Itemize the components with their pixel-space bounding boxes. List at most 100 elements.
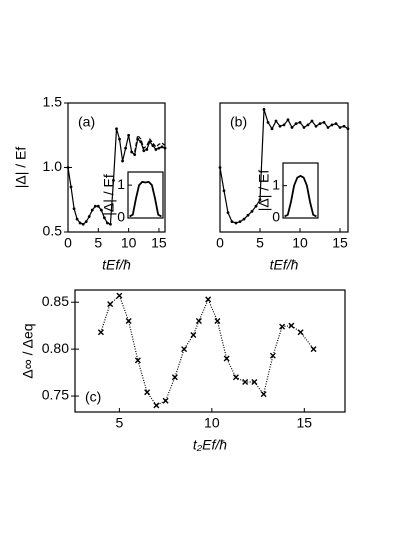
point-marker	[162, 397, 169, 404]
point-marker	[99, 208, 103, 212]
point-marker	[238, 220, 242, 224]
point-marker	[130, 150, 134, 154]
x-tick-label: 5	[94, 235, 102, 251]
plot-frame	[74, 289, 346, 413]
x-axis-label: tEf/ħ	[102, 257, 131, 273]
point-marker	[246, 213, 250, 217]
point-marker	[226, 211, 230, 215]
point-marker	[338, 126, 342, 129]
point-marker	[250, 209, 254, 213]
point-marker	[90, 208, 94, 212]
point-marker	[78, 221, 82, 225]
point-marker	[314, 124, 318, 128]
point-marker	[251, 378, 258, 385]
x-tick-label: 10	[292, 235, 308, 251]
point-marker	[163, 146, 167, 150]
point-marker	[326, 126, 330, 129]
y-tick-label: 0.80	[42, 340, 69, 356]
y-axis-label: Δ∞ / Δeq	[20, 323, 36, 378]
point-marker	[107, 301, 114, 308]
point-marker	[153, 402, 160, 409]
panel-label: (b)	[230, 114, 247, 130]
x-tick-label: 10	[121, 235, 137, 251]
point-marker	[254, 204, 258, 208]
point-marker	[133, 153, 137, 157]
point-marker	[195, 317, 202, 324]
point-marker	[93, 204, 97, 208]
point-marker	[302, 126, 306, 129]
point-marker	[330, 123, 334, 127]
point-marker	[290, 126, 294, 129]
point-marker	[125, 317, 132, 324]
point-marker	[171, 374, 178, 381]
point-marker	[218, 166, 222, 169]
y-tick-label: 1	[272, 176, 280, 192]
point-marker	[230, 220, 234, 224]
point-marker	[121, 159, 124, 163]
point-marker	[154, 148, 158, 151]
point-marker	[102, 216, 106, 220]
x-tick-label: 0	[64, 235, 72, 251]
point-marker	[124, 146, 127, 150]
point-marker	[151, 144, 155, 147]
point-marker	[223, 355, 230, 362]
point-marker	[109, 222, 112, 226]
point-marker	[134, 357, 141, 364]
point-marker	[66, 166, 70, 169]
point-marker	[222, 189, 226, 193]
point-marker	[157, 146, 161, 150]
point-marker	[118, 137, 121, 141]
plot-frame	[127, 171, 164, 219]
y-tick-label: 0.75	[42, 387, 69, 403]
point-marker	[106, 221, 109, 225]
point-marker	[181, 346, 188, 353]
point-marker	[84, 220, 88, 224]
point-marker	[69, 185, 73, 189]
point-marker	[294, 122, 298, 126]
y-tick-label: 1.5	[43, 94, 63, 110]
point-marker	[75, 217, 79, 221]
y-axis-label: |Δ| / Ef	[101, 174, 117, 216]
y-tick-label: 1.0	[43, 158, 63, 174]
x-axis-label: tEf/ħ	[270, 257, 299, 273]
point-marker	[278, 124, 282, 128]
point-marker	[342, 124, 346, 128]
point-marker	[322, 120, 326, 124]
point-marker	[81, 222, 85, 226]
x-tick-label: 5	[115, 415, 123, 431]
point-marker	[205, 296, 212, 303]
point-marker	[142, 149, 146, 153]
y-tick-label: 0	[117, 209, 125, 225]
point-marker	[160, 145, 164, 149]
series-line	[100, 294, 315, 407]
point-marker	[72, 207, 76, 211]
point-marker	[310, 346, 317, 353]
y-tick-label: 0.5	[43, 223, 63, 239]
point-marker	[334, 122, 338, 126]
point-marker	[242, 378, 249, 385]
panel-label: (a)	[78, 114, 95, 130]
x-tick-label: 15	[332, 235, 348, 251]
x-tick-label: 15	[297, 415, 313, 431]
series-line	[134, 133, 166, 153]
point-marker	[190, 332, 197, 339]
point-marker	[116, 292, 123, 299]
point-marker	[282, 123, 286, 127]
y-tick-label: 0	[272, 209, 280, 225]
point-marker	[306, 123, 310, 127]
series-line	[284, 174, 317, 218]
point-marker	[266, 120, 270, 124]
point-marker	[97, 329, 104, 336]
y-axis-label: |Δ| / Ef	[13, 147, 29, 189]
point-marker	[234, 221, 238, 225]
y-tick-label: 0.85	[42, 293, 69, 309]
x-tick-label: 0	[216, 235, 224, 251]
point-marker	[298, 120, 302, 124]
x-axis-label: t₂Ef/ħ	[193, 437, 227, 453]
point-marker	[112, 179, 115, 182]
y-axis-label: |Δ| / Ef	[256, 170, 272, 212]
point-marker	[87, 215, 91, 218]
point-marker	[148, 140, 152, 144]
point-marker	[260, 391, 267, 398]
point-marker	[310, 119, 314, 123]
